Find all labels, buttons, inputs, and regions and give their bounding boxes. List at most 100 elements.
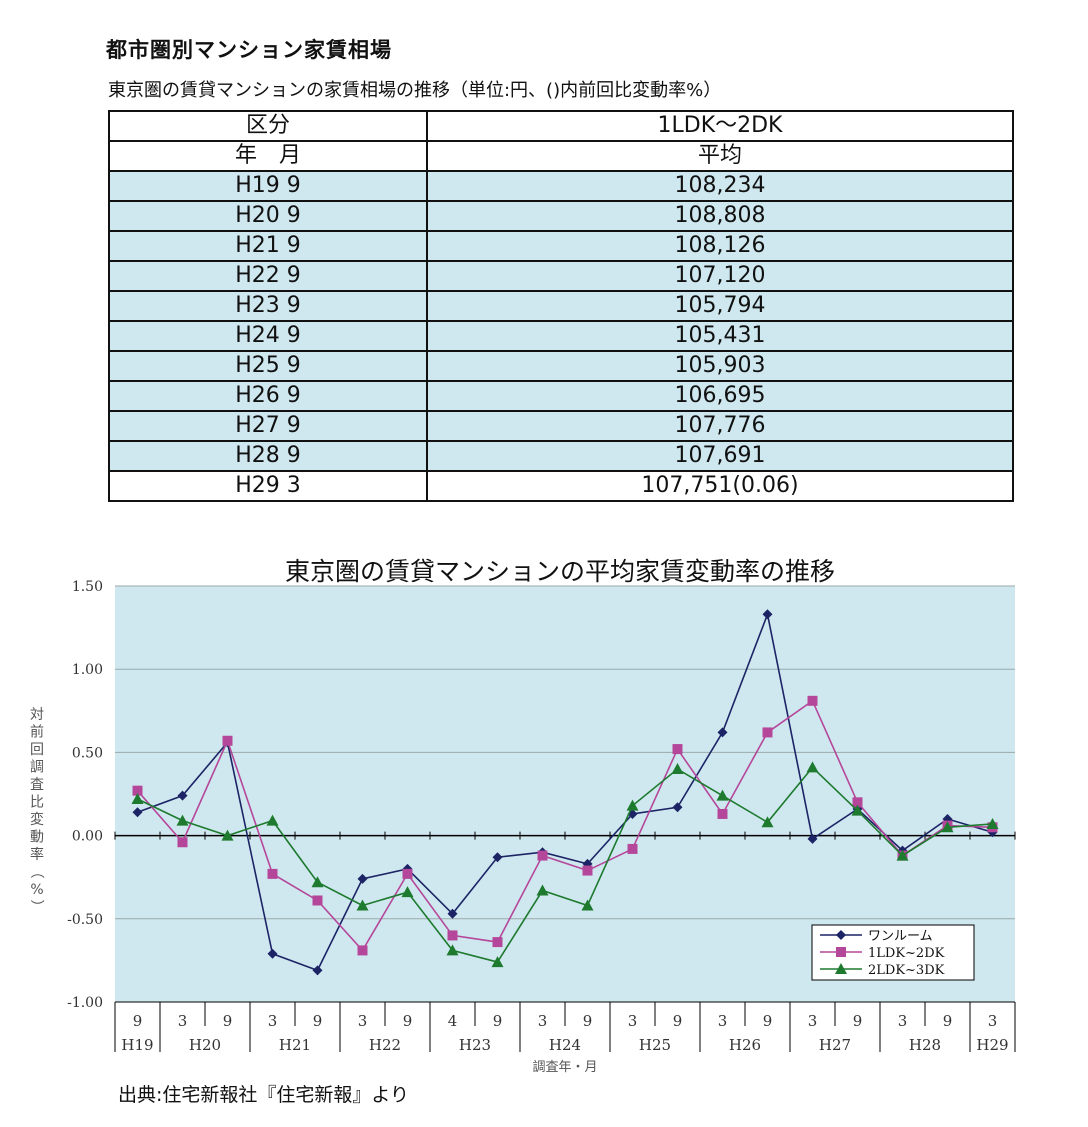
data-point (266, 814, 279, 826)
x-month-label: 3 (988, 1012, 998, 1030)
x-year-label: H26 (729, 1036, 761, 1054)
table-row: H22 9 107,120 (108, 260, 1014, 292)
data-point (357, 873, 368, 884)
y-axis-label-char: 前 (30, 724, 44, 741)
y-tick-label: 1.00 (72, 662, 103, 678)
data-point (581, 899, 594, 911)
x-month-label: 4 (448, 1012, 458, 1030)
y-tick-label: 0.50 (72, 745, 103, 761)
period-cell: H25 9 (108, 350, 428, 382)
period-cell: H24 9 (108, 320, 428, 352)
period-cell: H26 9 (108, 380, 428, 412)
data-point (807, 833, 818, 844)
y-axis-label-char: ） (28, 900, 44, 914)
x-month-label: 3 (628, 1012, 638, 1030)
data-point (852, 797, 863, 808)
x-month-label: 3 (718, 1012, 728, 1030)
data-point (132, 807, 143, 818)
y-axis-label-char: % (30, 882, 43, 898)
table-row: H28 9 107,691 (108, 440, 1014, 472)
x-month-label: 9 (583, 1012, 593, 1030)
data-point (537, 850, 548, 861)
data-point (762, 727, 773, 738)
x-month-label: 9 (493, 1012, 503, 1030)
period-cell: H21 9 (108, 230, 428, 262)
y-axis-label-char: 変 (30, 811, 44, 828)
data-point (582, 865, 593, 876)
table-row: H23 9 105,794 (108, 290, 1014, 322)
data-point (491, 956, 504, 968)
x-year-label: H22 (369, 1036, 401, 1054)
period-cell: H20 9 (108, 200, 428, 232)
x-month-label: 9 (133, 1012, 143, 1030)
data-point (447, 930, 458, 941)
data-point (311, 876, 324, 888)
table-row: H21 9 108,126 (108, 230, 1014, 262)
x-month-label: 3 (898, 1012, 908, 1030)
header-category: 区分 (108, 110, 428, 142)
table-row: H19 9 108,234 (108, 170, 1014, 202)
data-point (717, 727, 728, 738)
x-month-label: 3 (178, 1012, 188, 1030)
x-axis-label: 調査年・月 (532, 1060, 597, 1075)
y-axis-label-char: （ (28, 865, 44, 879)
rent-value-cell: 105,431 (426, 320, 1014, 352)
table-row: H20 9 108,808 (108, 200, 1014, 232)
source-note: 出典:住宅新報社『住宅新報』より (118, 1084, 410, 1106)
x-year-label: H29 (976, 1036, 1008, 1054)
period-cell: H27 9 (108, 410, 428, 442)
x-month-label: 3 (358, 1012, 368, 1030)
data-point (312, 895, 323, 906)
data-point (717, 808, 728, 819)
data-point (807, 695, 818, 706)
table-row: H27 9 107,776 (108, 410, 1014, 442)
data-point (267, 948, 278, 959)
table-row: H26 9 106,695 (108, 380, 1014, 412)
data-point (447, 908, 458, 919)
x-year-label: H20 (189, 1036, 221, 1054)
x-month-label: 9 (853, 1012, 863, 1030)
x-year-label: H24 (549, 1036, 581, 1054)
x-year-label: H25 (639, 1036, 671, 1054)
data-point (132, 785, 143, 796)
header-type: 1LDK〜2DK (426, 110, 1014, 142)
x-year-label: H19 (121, 1036, 153, 1054)
table-row: H25 9 105,903 (108, 350, 1014, 382)
page-title: 都市圏別マンション家賃相場 (106, 38, 392, 62)
period-cell: H22 9 (108, 260, 428, 292)
series-line (137, 611, 993, 972)
x-month-label: 9 (673, 1012, 683, 1030)
x-month-label: 9 (223, 1012, 233, 1030)
rent-value-cell: 107,120 (426, 260, 1014, 292)
rent-value-cell: 107,751(0.06) (426, 470, 1014, 502)
data-point (131, 792, 144, 804)
x-month-label: 3 (268, 1012, 278, 1030)
table-caption: 東京圏の賃貸マンションの家賃相場の推移（単位:円、()内前回比変動率%） (108, 80, 722, 101)
x-month-label: 3 (808, 1012, 818, 1030)
data-point (626, 799, 639, 811)
table-row: H29 3 107,751(0.06) (108, 470, 1014, 502)
legend-label: 1LDK~2DK (868, 946, 945, 961)
data-point (267, 868, 278, 879)
rent-value-cell: 105,794 (426, 290, 1014, 322)
data-point (627, 843, 638, 854)
series-line (136, 699, 993, 952)
data-point (492, 937, 503, 948)
data-point (762, 609, 773, 620)
period-cell: H29 3 (108, 470, 428, 502)
y-axis-label-char: 比 (30, 795, 44, 811)
data-point (761, 816, 774, 828)
period-cell: H28 9 (108, 440, 428, 472)
legend-label: ワンルーム (868, 929, 933, 944)
period-cell: H23 9 (108, 290, 428, 322)
x-year-label: H21 (279, 1036, 311, 1054)
table-row: H24 9 105,431 (108, 320, 1014, 352)
y-axis-label-char: 対 (30, 707, 44, 723)
data-point (221, 829, 234, 841)
series-line (137, 766, 993, 963)
data-point (401, 886, 414, 898)
series-2 (131, 761, 999, 968)
rent-value-cell: 107,776 (426, 410, 1014, 442)
data-point (312, 965, 323, 976)
data-point (671, 763, 684, 775)
